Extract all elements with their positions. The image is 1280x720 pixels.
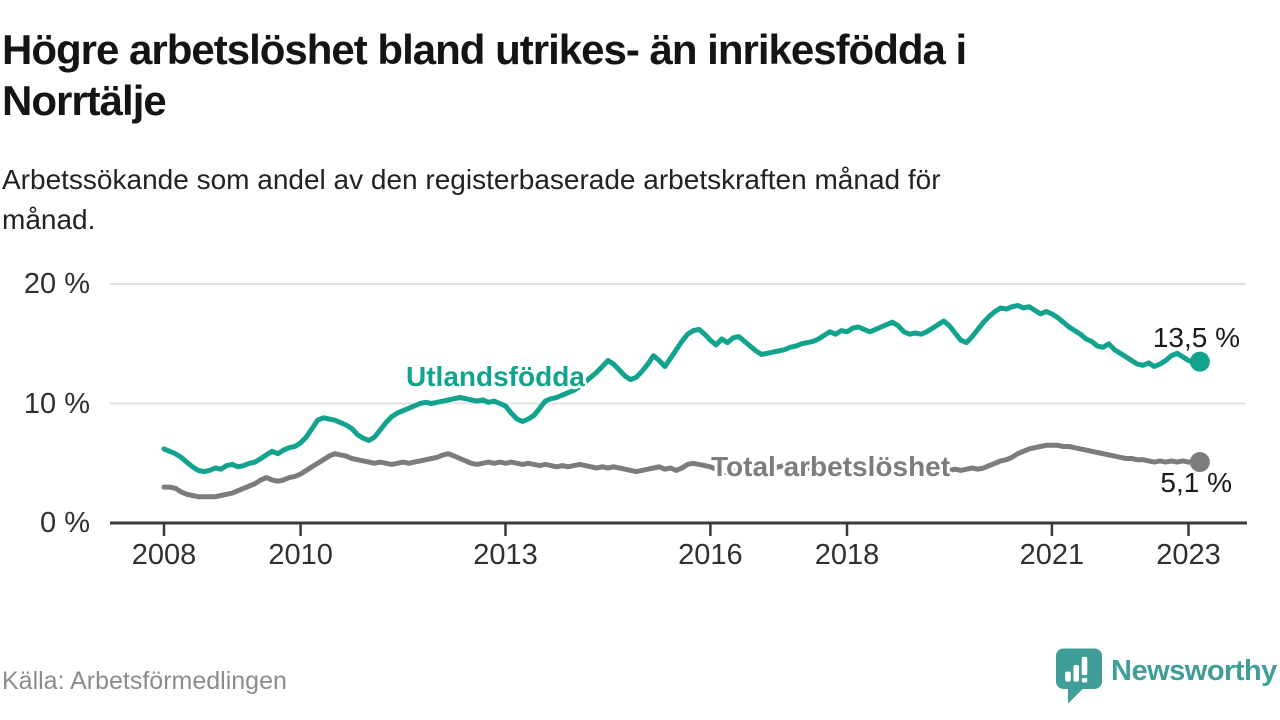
x-axis-label: 2021 [1019,539,1085,571]
x-axis-label: 2010 [268,539,333,571]
series-end-dot [1189,351,1210,372]
x-axis-label: 2018 [814,539,880,571]
subtitle-line-1: Arbetssökande som andel av den registerb… [2,164,941,195]
x-axis-label: 2016 [678,539,743,571]
title-line-1: Högre arbetslöshet bland utrikes- än inr… [2,26,967,73]
title-line-2: Norrtälje [2,77,167,124]
y-axis-label: 10 % [23,387,90,420]
x-axis-label: 2013 [473,539,538,571]
series-label-utlandsfodda: Utlandsfödda [406,361,585,392]
x-axis-label: 2008 [131,539,197,571]
chart-subtitle: Arbetssökande som andel av den registerb… [2,160,1264,240]
page-title: Högre arbetslöshet bland utrikes- än inr… [2,24,1264,126]
end-value-total: 5,1 % [1160,467,1232,498]
newsworthy-logo[interactable]: Newsworthy [1056,648,1277,708]
y-axis-label: 0 % [40,507,90,539]
y-axis-label: 20 % [23,268,90,300]
newsworthy-logo-text: Newsworthy [1111,655,1277,687]
subtitle-line-2: månad. [2,204,96,235]
end-value-utlandsfodda: 13,5 % [1152,322,1240,353]
newsworthy-logo-icon [1056,648,1102,704]
series-label-total: Total arbetslöshet [711,451,951,482]
series-line-total-arbetslöshet [161,442,1203,500]
x-axis-label: 2023 [1156,539,1221,571]
series-end-dot [1189,452,1210,473]
series-line-utlandsfödda [161,303,1203,475]
source-note: Källa: Arbetsförmedlingen [2,667,287,695]
